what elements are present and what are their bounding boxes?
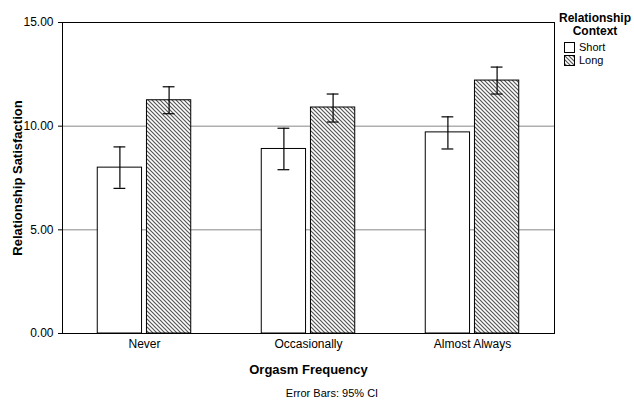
html-text:Error Bars: 95% CI: Error Bars: 95% CI	[285, 387, 379, 399]
svg-text:Relationship Satisfaction: Relationship Satisfaction	[10, 100, 25, 255]
html-text:Relationship Context: Relationship Context	[559, 11, 631, 38]
svg-text:Orgasm Frequency: Orgasm Frequency	[249, 362, 368, 377]
svg-text:Never: Never	[128, 337, 160, 351]
svg-text:Occasionally: Occasionally	[274, 337, 342, 351]
html-text:Short: Short	[579, 41, 606, 53]
svg-text:5.00: 5.00	[30, 223, 54, 237]
html-text:Long: Long	[579, 54, 604, 66]
svg-text:15.00: 15.00	[23, 15, 53, 29]
svg-text:0.00: 0.00	[30, 326, 54, 340]
svg-text:10.00: 10.00	[23, 119, 53, 133]
svg-text:Almost Always: Almost Always	[434, 337, 511, 351]
